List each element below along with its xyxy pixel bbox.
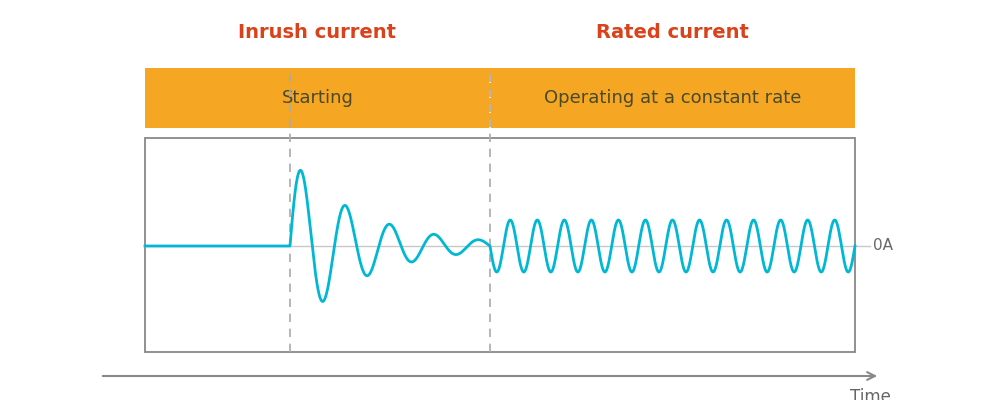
Text: Inrush current: Inrush current — [239, 22, 396, 42]
Bar — [145, 68, 855, 128]
Text: Operating at a constant rate: Operating at a constant rate — [544, 89, 801, 107]
Text: Starting: Starting — [282, 89, 353, 107]
Bar — [145, 138, 855, 352]
Text: Time: Time — [850, 388, 890, 400]
Text: 0A: 0A — [873, 238, 893, 254]
Text: Rated current: Rated current — [596, 22, 749, 42]
